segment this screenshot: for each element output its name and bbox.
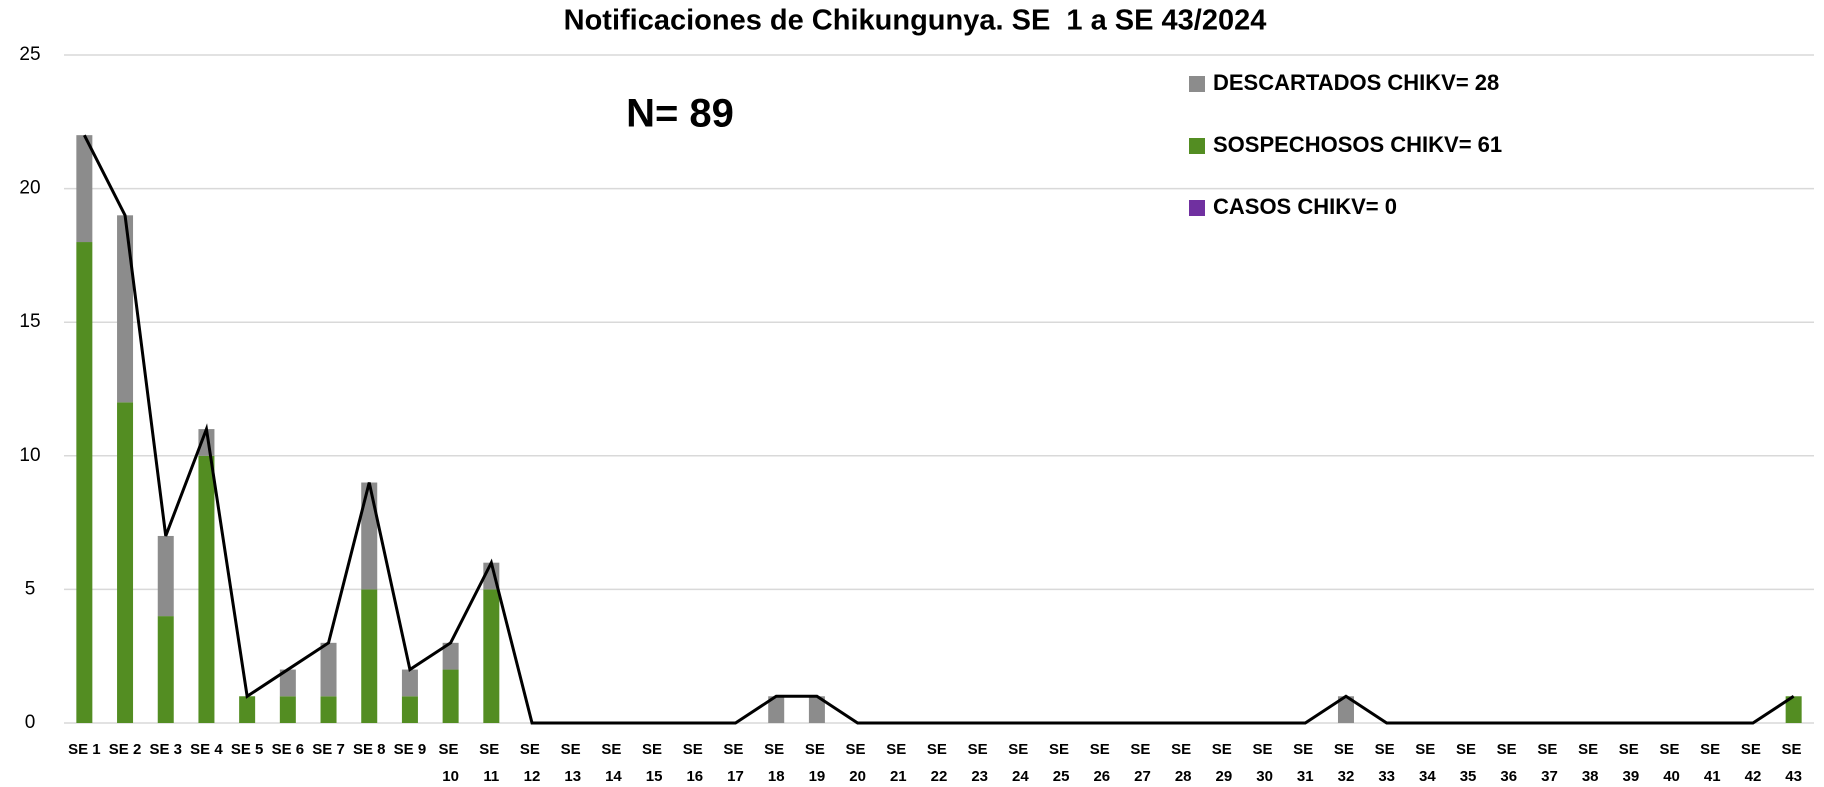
legend-label: DESCARTADOS CHIKV= 28: [1213, 70, 1499, 95]
x-tick-label: SE 43: [1782, 741, 1806, 785]
bar-segment: [320, 642, 337, 697]
y-tick-label: 10: [19, 445, 40, 466]
x-tick-label: SE 35: [1456, 741, 1480, 785]
bar-segment: [361, 589, 378, 723]
bar-segment: [1337, 696, 1354, 723]
x-tick-label: SE 31: [1293, 741, 1317, 785]
y-tick-label: 25: [19, 44, 40, 65]
legend-swatch: [1189, 138, 1205, 154]
bar-segment: [279, 669, 296, 697]
x-tick-label: SE 6: [272, 741, 305, 758]
x-tick-label: SE 1: [68, 741, 101, 758]
bar-segment: [76, 242, 93, 724]
x-tick-label: SE 39: [1619, 741, 1643, 785]
annotation: N= 89: [626, 92, 734, 136]
y-tick-label: 20: [19, 178, 40, 199]
x-tick-label: SE 9: [394, 741, 427, 758]
total-line: [83, 134, 1795, 725]
bar-segment: [808, 696, 825, 723]
legend-label: CASOS CHIKV= 0: [1213, 194, 1397, 219]
y-tick-label: 5: [25, 578, 36, 599]
bar-segment: [401, 696, 418, 723]
x-tick-label: SE 38: [1578, 741, 1602, 785]
x-tick-label: SE 19: [805, 741, 829, 785]
x-tick-label: SE 40: [1659, 741, 1683, 785]
x-tick-label: SE 37: [1537, 741, 1561, 785]
x-tick-label: SE 22: [927, 741, 951, 785]
x-tick-label: SE 20: [846, 741, 870, 785]
bar-segment: [117, 402, 134, 723]
bar-segment: [157, 616, 174, 723]
x-tick-label: SE 23: [968, 741, 992, 785]
x-tick-label: SE 24: [1008, 741, 1032, 785]
chart-title: Notificaciones de Chikungunya. SE 1 a SE…: [564, 5, 1267, 37]
x-tick-label: SE 36: [1497, 741, 1521, 785]
x-tick-label: SE 11: [479, 741, 503, 785]
x-tick-label: SE 28: [1171, 741, 1195, 785]
x-tick-label: SE 15: [642, 741, 666, 785]
x-tick-label: SE 17: [723, 741, 747, 785]
x-tick-label: SE 13: [561, 741, 585, 785]
bar-segment: [401, 669, 418, 697]
bar-segment: [239, 696, 256, 723]
x-tick-label: SE 3: [149, 741, 182, 758]
x-tick-label: SE 42: [1741, 741, 1765, 785]
bar-segment: [442, 669, 459, 723]
legend-swatch: [1189, 200, 1205, 216]
x-tick-label: SE 30: [1252, 741, 1276, 785]
x-tick-label: SE 2: [109, 741, 142, 758]
y-tick-label: 0: [25, 712, 36, 733]
bar-segment: [361, 482, 378, 590]
x-tick-label: SE 8: [353, 741, 386, 758]
bar-segment: [1785, 696, 1802, 723]
bar-segment: [117, 215, 134, 403]
x-tick-label: SE 5: [231, 741, 264, 758]
bar-segment: [279, 696, 296, 723]
x-tick-label: SE 21: [886, 741, 910, 785]
x-tick-label: SE 16: [683, 741, 707, 785]
bar-segment: [76, 135, 93, 243]
x-tick-label: SE 27: [1130, 741, 1154, 785]
bar-segment: [198, 455, 215, 723]
x-tick-label: SE 41: [1700, 741, 1724, 785]
bar-segment: [442, 642, 459, 670]
bar-segment: [483, 589, 500, 723]
x-tick-label: SE 4: [190, 741, 223, 758]
bar-segment: [157, 535, 174, 617]
x-tick-label: SE 14: [601, 741, 625, 785]
y-tick-label: 15: [19, 311, 40, 332]
x-tick-label: SE 26: [1090, 741, 1114, 785]
bar-segment: [768, 696, 785, 723]
legend-label: SOSPECHOSOS CHIKV= 61: [1213, 132, 1502, 157]
x-tick-label: SE 33: [1375, 741, 1399, 785]
x-tick-label: SE 18: [764, 741, 788, 785]
x-tick-label: SE 7: [312, 741, 345, 758]
legend-swatch: [1189, 76, 1205, 92]
bar-segment: [320, 696, 337, 723]
x-tick-label: SE 32: [1334, 741, 1358, 785]
x-tick-label: SE 34: [1415, 741, 1439, 785]
x-tick-label: SE 25: [1049, 741, 1073, 785]
x-tick-label: SE 12: [520, 741, 544, 785]
x-tick-label: SE 29: [1212, 741, 1236, 785]
x-tick-label: SE 10: [439, 741, 463, 785]
